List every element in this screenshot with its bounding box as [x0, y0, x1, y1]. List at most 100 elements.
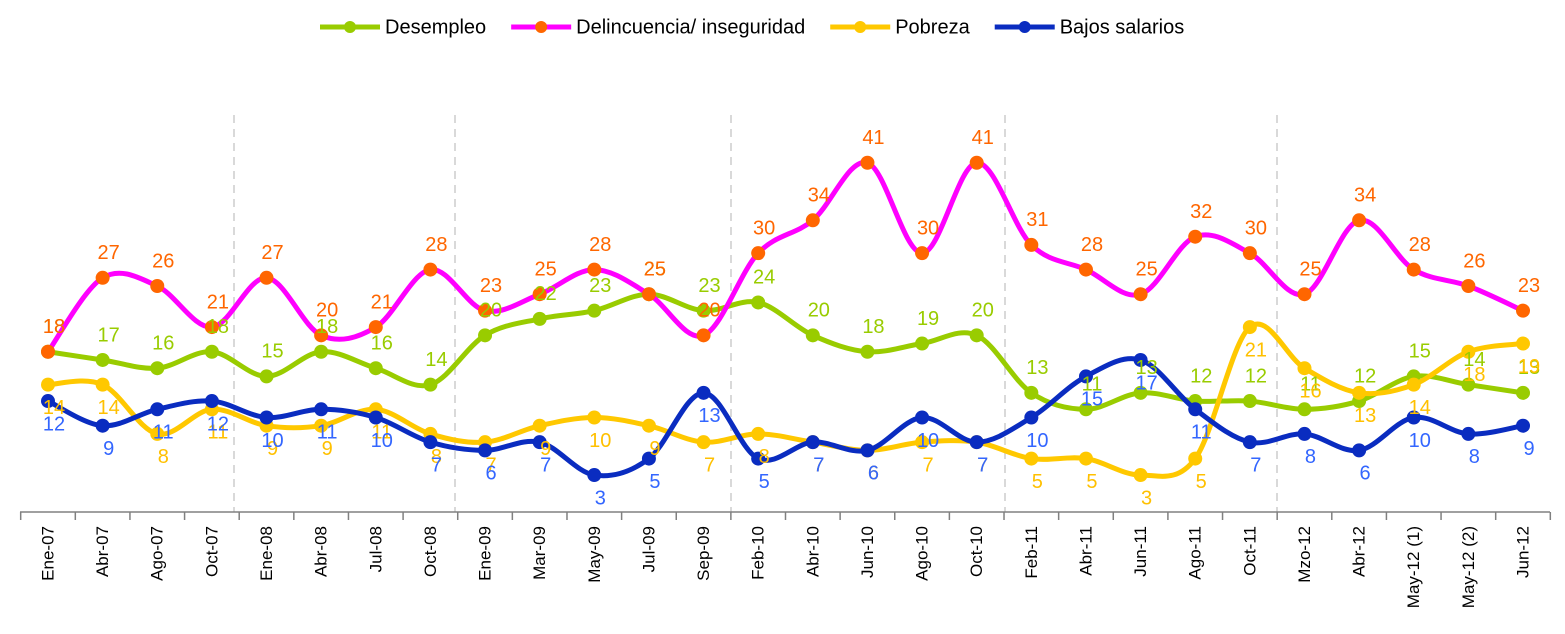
- data-label: 27: [261, 242, 283, 264]
- data-label: 7: [813, 454, 824, 476]
- marker: [1297, 361, 1312, 376]
- data-label: 17: [1135, 372, 1157, 394]
- x-tick-label: Abr-07: [93, 526, 112, 577]
- x-tick-label: Ene-08: [257, 526, 276, 581]
- data-label: 6: [868, 463, 879, 485]
- marker: [587, 410, 602, 425]
- data-label: 19: [917, 308, 939, 330]
- data-label: 16: [152, 332, 174, 354]
- marker: [1133, 385, 1148, 400]
- marker: [423, 377, 438, 392]
- marker: [1078, 369, 1093, 384]
- data-label: 7: [923, 454, 934, 476]
- data-label: 26: [1463, 250, 1485, 272]
- data-label: 10: [589, 430, 611, 452]
- data-label: 30: [1245, 217, 1267, 239]
- data-label: 32: [1190, 201, 1212, 223]
- x-tick-label: Ago-10: [913, 526, 932, 581]
- marker: [41, 377, 55, 392]
- marker: [1297, 426, 1312, 441]
- marker: [368, 410, 383, 425]
- data-label: 6: [1360, 463, 1371, 485]
- marker: [1024, 385, 1039, 400]
- data-label: 5: [1032, 471, 1043, 493]
- marker: [1133, 287, 1148, 302]
- data-label: 18: [862, 316, 884, 338]
- marker: [1516, 385, 1530, 400]
- marker: [1352, 385, 1367, 400]
- data-label: 9: [103, 438, 114, 460]
- data-label: 5: [1086, 471, 1097, 493]
- data-label: 27: [98, 242, 120, 264]
- data-label: 25: [1299, 259, 1321, 281]
- marker: [969, 155, 984, 170]
- marker: [478, 303, 493, 318]
- data-label: 9: [1523, 438, 1534, 460]
- x-tick-label: Sep-09: [694, 526, 713, 581]
- data-label: 12: [1245, 365, 1267, 387]
- legend-item: Delincuencia/ inseguridad: [511, 16, 805, 38]
- x-tick-label: Oct-08: [421, 526, 440, 577]
- marker: [204, 344, 219, 359]
- data-label: 7: [813, 454, 824, 476]
- data-label: 7: [540, 454, 551, 476]
- series: [41, 352, 1530, 483]
- marker: [751, 295, 766, 310]
- data-label: 15: [261, 341, 283, 363]
- marker: [314, 328, 329, 343]
- marker: [95, 270, 110, 285]
- data-label: 15: [1081, 389, 1103, 411]
- marker: [860, 344, 875, 359]
- x-tick-label: Oct-11: [1240, 526, 1259, 576]
- marker: [95, 377, 110, 392]
- data-label: 23: [1518, 275, 1540, 297]
- marker: [41, 344, 55, 359]
- x-tick-label: Ene-07: [38, 526, 57, 581]
- data-label: 23: [589, 275, 611, 297]
- x-tick-label: Oct-10: [967, 526, 986, 577]
- marker: [1024, 237, 1039, 252]
- x-tick-label: Jun-12: [1513, 526, 1532, 578]
- data-label: 25: [644, 259, 666, 281]
- data-label: 22: [535, 283, 557, 305]
- data-label: 14: [43, 397, 65, 419]
- marker: [150, 402, 165, 417]
- x-tick-label: Ene-09: [476, 526, 495, 581]
- marker: [696, 328, 711, 343]
- marker: [805, 213, 820, 228]
- x-tick-label: Feb-11: [1022, 526, 1041, 579]
- marker: [1461, 344, 1476, 359]
- marker: [259, 270, 274, 285]
- data-label: 21: [207, 291, 229, 313]
- marker: [478, 443, 493, 458]
- data-label: 11: [153, 422, 174, 444]
- marker: [641, 451, 656, 466]
- data-label: 12: [207, 413, 229, 435]
- data-label: 18: [43, 316, 65, 338]
- marker: [1188, 451, 1203, 466]
- marker: [314, 344, 329, 359]
- data-label: 3: [1141, 487, 1152, 509]
- data-label: 12: [43, 413, 65, 435]
- marker: [641, 418, 656, 433]
- data-label: 7: [977, 454, 988, 476]
- data-label: 30: [753, 217, 775, 239]
- marker: [915, 336, 930, 351]
- marker: [696, 385, 711, 400]
- x-tick-label: Jul-08: [366, 526, 385, 572]
- marker: [423, 262, 438, 277]
- data-label: 5: [759, 471, 770, 493]
- x-tick-label: Jun-10: [858, 526, 877, 578]
- data-label: 41: [862, 127, 884, 149]
- data-label: 10: [261, 430, 283, 452]
- data-label: 14: [1463, 349, 1485, 371]
- marker: [150, 279, 165, 294]
- data-label: 12: [1190, 365, 1212, 387]
- marker: [95, 418, 110, 433]
- data-label: 20: [480, 300, 502, 322]
- data-label: 11: [371, 422, 392, 444]
- x-tick-label: Abr-12: [1350, 526, 1369, 577]
- data-label: 12: [1354, 365, 1376, 387]
- data-label: 25: [644, 259, 666, 281]
- data-label: 28: [1409, 234, 1431, 256]
